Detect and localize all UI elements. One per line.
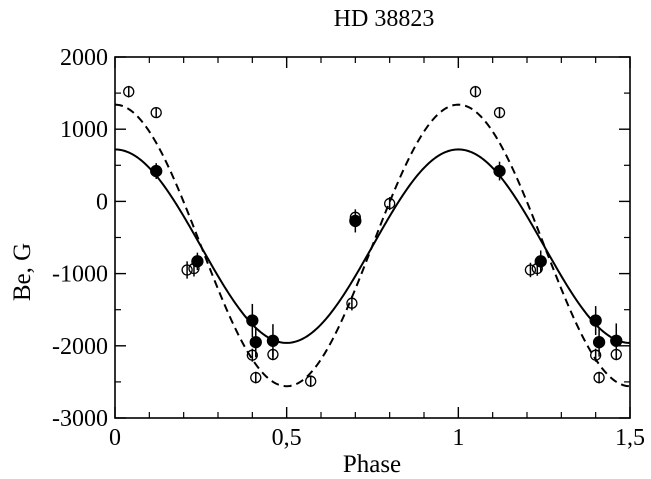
filled-data-point	[150, 164, 163, 178]
x-tick-label: 1	[452, 425, 464, 451]
plot-frame	[114, 56, 631, 419]
open-data-point	[384, 197, 396, 210]
filled-data-point	[246, 314, 259, 327]
open-data-point	[150, 106, 162, 119]
open-data-point	[123, 86, 135, 98]
x-tick-label: 0,5	[272, 425, 302, 451]
x-axis-label: Phase	[343, 451, 401, 478]
filled-data-point	[592, 336, 606, 349]
filled-data-point	[266, 334, 280, 347]
x-tick-label: 1,5	[615, 425, 645, 451]
open-data-point	[590, 349, 602, 361]
open-data-point	[493, 106, 506, 119]
y-tick-label: -1000	[52, 262, 108, 288]
open-data-point	[610, 348, 622, 361]
open-data-point	[593, 371, 605, 384]
y-tick-label: -2000	[52, 334, 108, 360]
y-tick-label: 2000	[60, 45, 108, 71]
dashed-fit-curve	[114, 103, 631, 388]
open-data-point	[305, 375, 317, 387]
y-tick-label: 0	[96, 189, 108, 215]
open-data-point	[181, 264, 193, 276]
open-data-point	[469, 86, 482, 98]
y-tick-label: 1000	[60, 117, 108, 143]
axis-ticks: 0 0,5 1 1,5 -3000 -2000 -1000 0 1000 2000	[52, 45, 645, 451]
filled-data-point	[493, 164, 506, 178]
open-data-point	[524, 264, 537, 276]
chart-title: HD 38823	[334, 6, 435, 32]
open-data-point	[188, 262, 200, 275]
y-tick-label: -3000	[52, 406, 108, 432]
filled-data-point	[249, 336, 262, 349]
y-axis-label: Be, G	[9, 243, 36, 301]
open-data-point	[346, 297, 358, 309]
x-tick-label: 0	[109, 425, 121, 451]
open-data-point	[267, 348, 279, 361]
open-data-point	[531, 262, 543, 275]
filled-data-point	[610, 334, 623, 347]
open-data-point	[246, 349, 258, 361]
filled-data-point	[589, 314, 602, 327]
fit-curves	[114, 103, 631, 388]
data-points	[123, 85, 623, 387]
open-data-point	[250, 371, 262, 384]
open-data-point	[349, 211, 361, 223]
